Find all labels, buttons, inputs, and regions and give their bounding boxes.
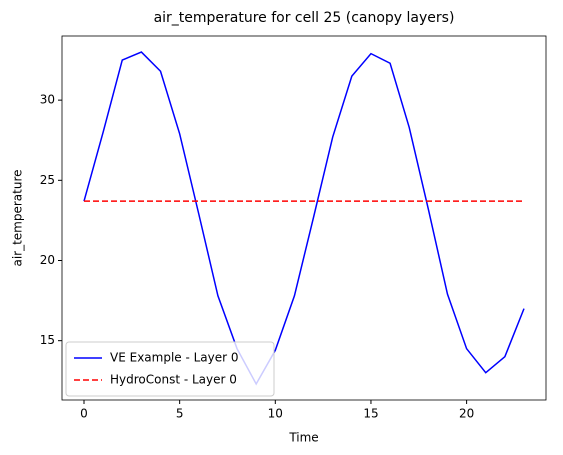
y-tick-label: 30 — [40, 93, 55, 107]
y-tick-label: 25 — [40, 173, 55, 187]
x-tick-label: 15 — [363, 407, 378, 421]
line-series — [83, 51, 525, 386]
legend-box — [65, 341, 275, 397]
y-tick-label: 20 — [40, 253, 55, 267]
chart-title: air_temperature for cell 25 (canopy laye… — [154, 10, 455, 26]
x-tick-label: 10 — [268, 407, 283, 421]
x-tick-label: 0 — [80, 407, 88, 421]
y-tick-label: 15 — [40, 333, 55, 347]
y-axis-label: air_temperature — [11, 169, 25, 266]
x-tick-label: 20 — [459, 407, 474, 421]
legend-label: VE Example - Layer 0 — [110, 351, 239, 365]
x-axis-label: Time — [288, 431, 318, 445]
legend: VE Example - Layer 0 HydroConst - Layer 0 — [65, 341, 275, 397]
x-tick-label: 5 — [176, 407, 184, 421]
plot-area — [61, 35, 547, 401]
legend-label: HydroConst - Layer 0 — [110, 373, 237, 387]
